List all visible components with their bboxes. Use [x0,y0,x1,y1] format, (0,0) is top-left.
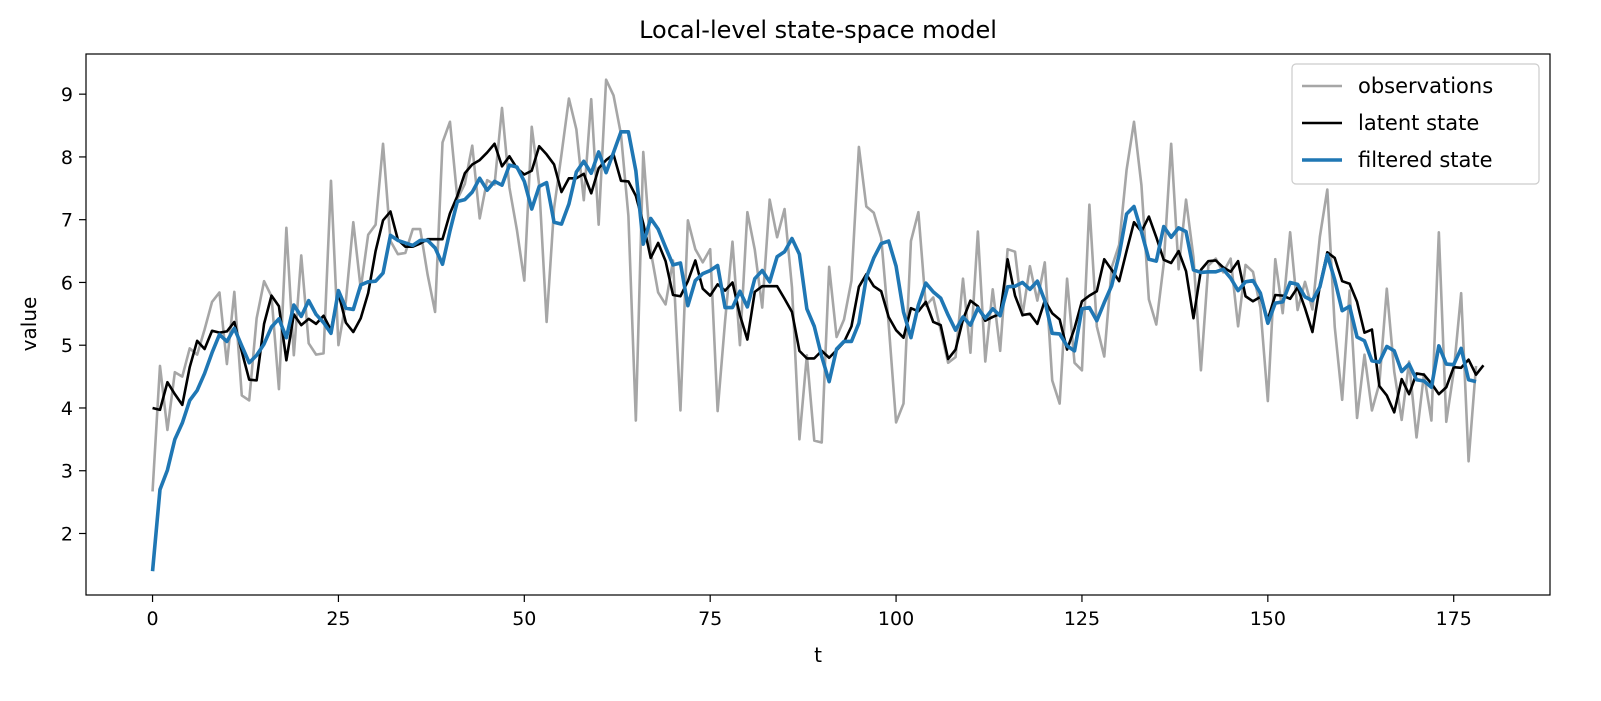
series-line-latent-state [152,142,1485,414]
y-tick-label: 5 [61,335,73,357]
y-tick-label: 7 [61,210,73,232]
chart-title: Local-level state-space model [639,16,997,44]
legend: observations latent state filtered state [1291,63,1540,185]
y-tick-label: 2 [61,523,73,545]
legend-label: filtered state [1358,148,1493,172]
plot-frame [85,53,1551,596]
y-tick-label: 8 [61,147,73,169]
x-tick-label: 0 [146,608,158,630]
y-axis-label: value [17,297,41,352]
plot-area [150,78,1485,572]
x-tick-label: 175 [1436,608,1472,630]
x-tick-label: 100 [878,608,914,630]
series-line-filtered-state [150,130,1477,572]
legend-label: latent state [1358,111,1479,135]
legend-box [1291,63,1540,185]
y-tick-label: 3 [61,461,73,483]
legend-label: observations [1358,74,1493,98]
y-tick-label: 9 [61,84,73,106]
y-tick-label: 4 [61,398,73,420]
y-axis: 2 3 4 5 6 7 8 9 [61,84,86,545]
y-tick-label: 6 [61,272,73,294]
x-tick-label: 75 [698,608,722,630]
series-line-observations [151,78,1478,492]
x-tick-label: 25 [326,608,350,630]
x-tick-label: 50 [512,608,536,630]
x-tick-label: 125 [1064,608,1100,630]
x-axis-label: t [814,643,822,667]
x-axis: 0 25 50 75 100 125 150 175 [146,595,1472,630]
x-tick-label: 150 [1250,608,1286,630]
